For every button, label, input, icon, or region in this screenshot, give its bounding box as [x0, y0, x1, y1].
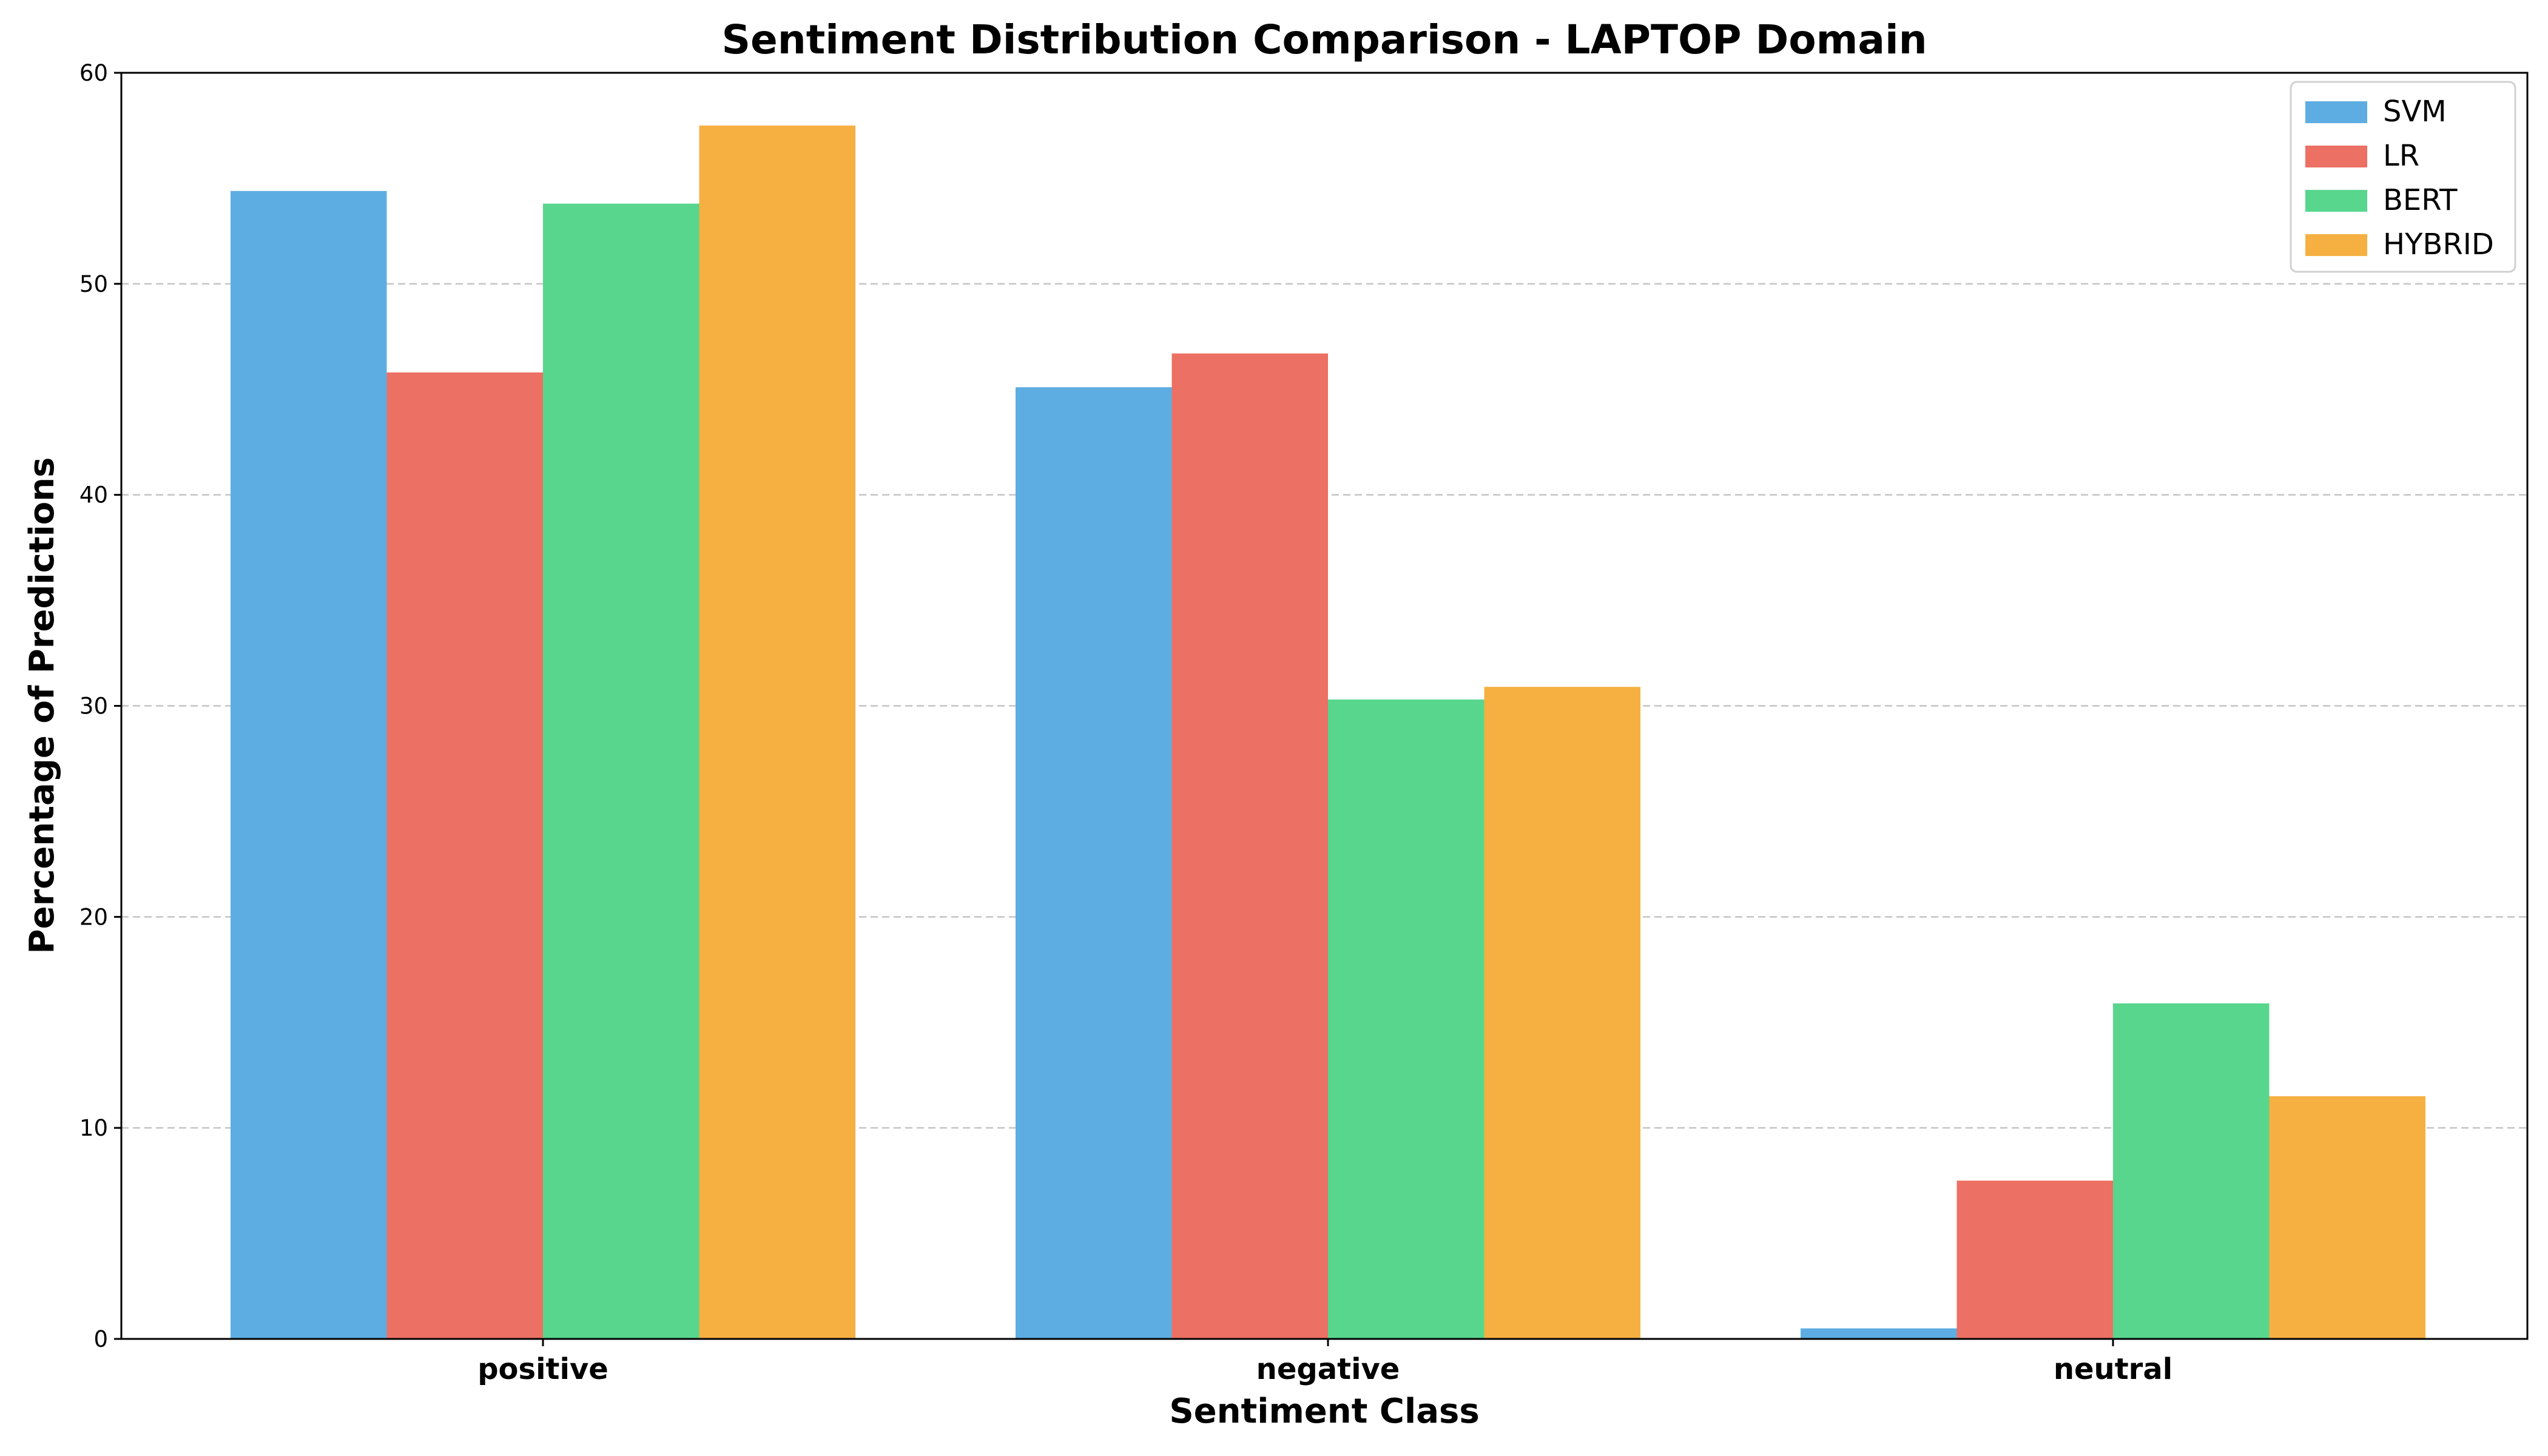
bars — [231, 125, 2425, 1340]
x-tick-label-neutral: neutral — [2054, 1352, 2172, 1386]
y-tick-label: 10 — [79, 1115, 108, 1141]
bar-lr-positive — [386, 372, 543, 1339]
legend-swatch-bert — [2305, 190, 2367, 212]
bar-bert-neutral — [2113, 1003, 2270, 1339]
legend-label-svm: SVM — [2383, 95, 2447, 129]
bar-hybrid-positive — [699, 125, 855, 1339]
y-tick-label: 20 — [79, 904, 108, 930]
y-tick-label: 40 — [79, 482, 108, 508]
chart-title: Sentiment Distribution Comparison - LAPT… — [721, 16, 1927, 63]
legend-box — [2290, 81, 2516, 273]
x-tick-label-positive: positive — [477, 1352, 608, 1386]
y-tick-label: 60 — [79, 60, 108, 86]
legend-label-hybrid: HYBRID — [2383, 228, 2494, 261]
y-axis-ticks: 0 10 20 30 40 50 60 — [79, 60, 121, 1352]
x-tick-label-negative: negative — [1256, 1352, 1400, 1386]
legend-swatch-hybrid — [2305, 234, 2367, 256]
bar-hybrid-neutral — [2269, 1096, 2425, 1339]
bar-bert-positive — [543, 203, 699, 1339]
legend-label-lr: LR — [2383, 139, 2419, 173]
bar-lr-negative — [1171, 353, 1328, 1339]
y-tick-label: 30 — [79, 693, 108, 720]
x-axis-title: Sentiment Class — [1169, 1392, 1479, 1431]
legend: SVM LR BERT HYBRID — [2290, 81, 2516, 273]
bar-svm-positive — [231, 190, 387, 1340]
legend-swatch-lr — [2305, 146, 2367, 167]
legend-swatch-svm — [2305, 101, 2367, 123]
legend-label-bert: BERT — [2383, 183, 2458, 217]
bar-svm-neutral — [1801, 1328, 1957, 1339]
y-axis-title: Percentage of Predictions — [22, 457, 62, 954]
y-tick-label: 0 — [93, 1326, 108, 1352]
y-tick-label: 50 — [79, 271, 108, 297]
bar-svm-negative — [1016, 387, 1172, 1339]
bar-bert-negative — [1328, 699, 1485, 1339]
x-axis-ticks: positive negative neutral — [477, 1339, 2172, 1386]
bar-lr-neutral — [1956, 1181, 2113, 1339]
bar-hybrid-negative — [1484, 687, 1640, 1339]
